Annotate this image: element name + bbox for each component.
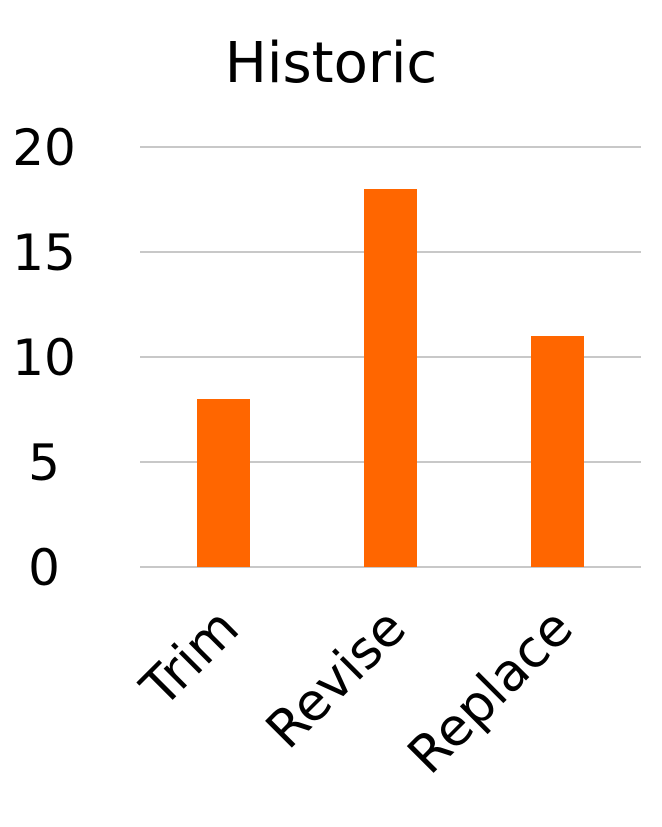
y-axis-ticks: 0 5 10 15 20	[12, 119, 76, 597]
x-tick-label-revise: Revise	[255, 598, 418, 761]
x-tick-label-trim: Trim	[129, 598, 250, 719]
bars	[197, 189, 584, 567]
x-tick-label-replace: Replace	[397, 598, 585, 786]
y-tick-label: 0	[28, 539, 60, 597]
bar-trim	[197, 399, 250, 567]
y-tick-label: 5	[28, 434, 60, 492]
y-tick-label: 15	[12, 224, 76, 282]
y-tick-label: 10	[12, 329, 76, 387]
y-tick-label: 20	[12, 119, 76, 177]
bar-revise	[364, 189, 417, 567]
chart-title: Historic	[225, 31, 437, 96]
bar-replace	[531, 336, 584, 567]
